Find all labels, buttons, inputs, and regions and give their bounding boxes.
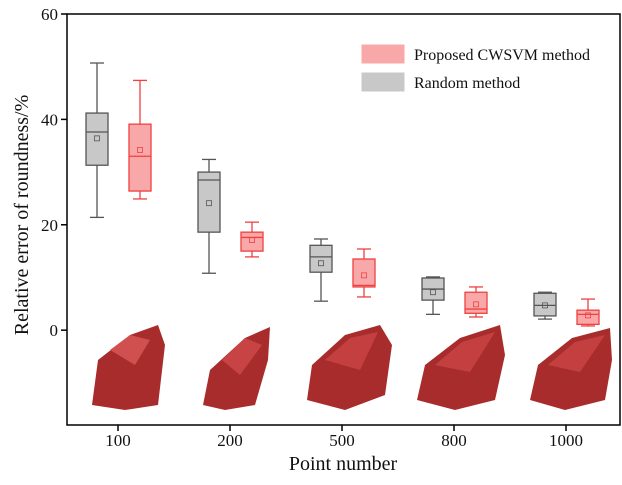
rock: [110, 335, 150, 365]
box: [576, 309, 600, 326]
legend-swatch: [361, 44, 405, 64]
mean-marker: [206, 200, 212, 207]
mean-marker: [249, 237, 255, 243]
box: [533, 292, 557, 317]
box: [240, 231, 264, 252]
x-tick-label: 1000: [549, 431, 583, 450]
legend-label: Random method: [414, 75, 520, 92]
box: [197, 171, 221, 233]
y-tick-label: 0: [50, 321, 59, 340]
y-tick-label: 60: [41, 5, 58, 24]
box: [309, 244, 333, 273]
legend-label: Proposed CWSVM method: [414, 47, 590, 64]
rock: [222, 338, 262, 375]
plot-frame: [66, 13, 621, 426]
x-axis-title: Point number: [289, 453, 398, 475]
box: [128, 123, 152, 192]
mean-marker: [585, 312, 591, 319]
mean-marker: [430, 289, 436, 296]
rock-images: [92, 325, 612, 410]
x-tick-label: 500: [329, 431, 355, 450]
y-tick-label: 40: [41, 110, 58, 129]
y-tick-label: 20: [41, 216, 58, 235]
mean-marker: [318, 260, 324, 267]
x-tick-label: 100: [105, 431, 131, 450]
box: [85, 112, 109, 166]
rock: [548, 335, 605, 372]
box: [464, 291, 488, 314]
rock: [307, 325, 392, 410]
rock: [92, 325, 165, 410]
mean-marker: [94, 135, 100, 142]
mean-marker: [473, 301, 479, 308]
x-tick-label: 200: [217, 431, 243, 450]
x-tick-label: 800: [441, 431, 467, 450]
mean-marker: [361, 272, 367, 279]
rock: [325, 332, 378, 370]
rock: [435, 332, 495, 372]
mean-marker: [137, 147, 143, 153]
legend-swatch: [361, 72, 405, 92]
y-axis-title: Relative error of roundness/%: [11, 95, 33, 335]
mean-marker: [542, 302, 548, 309]
